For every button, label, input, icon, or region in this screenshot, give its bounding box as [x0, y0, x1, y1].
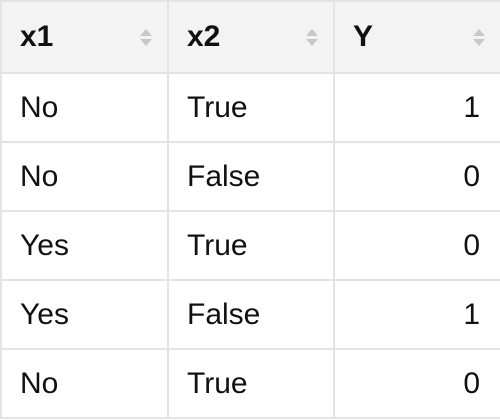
column-header-x1[interactable]: x1 — [0, 0, 169, 74]
sort-descending-icon — [140, 38, 152, 46]
table-cell-y: 1 — [333, 279, 500, 350]
sort-ascending-icon — [473, 28, 485, 36]
column-header-x2[interactable]: x2 — [167, 0, 335, 74]
table-row: Yes True 0 — [0, 210, 500, 281]
column-header-label: Y — [353, 20, 374, 53]
column-header-label: x2 — [187, 20, 221, 53]
table-row: No True 1 — [0, 72, 500, 143]
table-cell-x2: True — [167, 348, 335, 419]
table-header-row: x1 x2 Y — [0, 0, 500, 74]
sort-descending-icon — [473, 38, 485, 46]
sort-ascending-icon — [140, 28, 152, 36]
table-cell-x2: False — [167, 279, 335, 350]
table-cell-x2: False — [167, 141, 335, 212]
table-cell-x2: True — [167, 72, 335, 143]
sort-ascending-icon — [306, 28, 318, 36]
table-cell-x1: Yes — [0, 210, 169, 281]
table-cell-x1: No — [0, 348, 169, 419]
sort-updown-icon[interactable] — [139, 27, 153, 47]
column-header-y[interactable]: Y — [333, 0, 500, 74]
sort-descending-icon — [306, 38, 318, 46]
sort-updown-icon[interactable] — [472, 27, 486, 47]
table-cell-y: 1 — [333, 72, 500, 143]
table-cell-y: 0 — [333, 141, 500, 212]
table-row: No True 0 — [0, 348, 500, 419]
table-row: No False 0 — [0, 141, 500, 212]
sort-updown-icon[interactable] — [305, 27, 319, 47]
table-cell-x1: No — [0, 141, 169, 212]
table-row: Yes False 1 — [0, 279, 500, 350]
table-cell-y: 0 — [333, 210, 500, 281]
table-cell-x1: Yes — [0, 279, 169, 350]
column-header-label: x1 — [20, 20, 54, 53]
table-cell-x1: No — [0, 72, 169, 143]
table-cell-x2: True — [167, 210, 335, 281]
table-cell-y: 0 — [333, 348, 500, 419]
